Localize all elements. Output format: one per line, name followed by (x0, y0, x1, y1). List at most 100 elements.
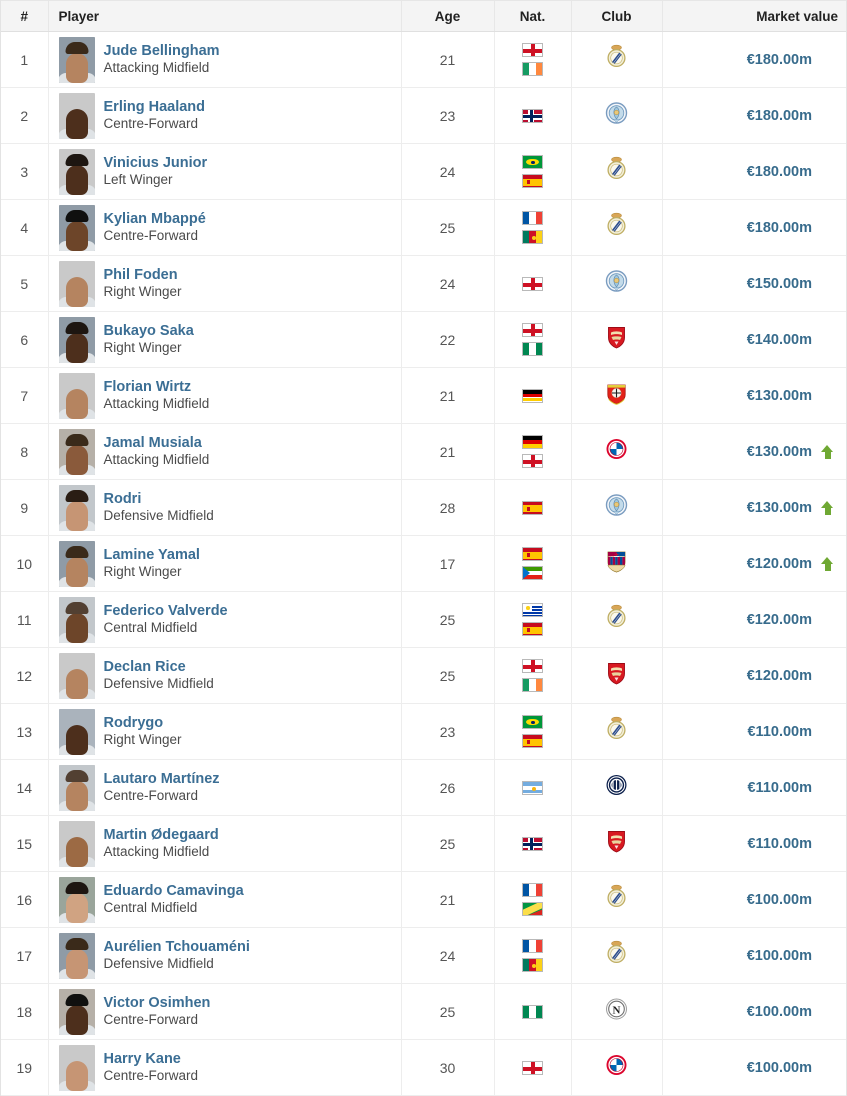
player-name-link[interactable]: Erling Haaland (103, 99, 206, 115)
table-row[interactable]: 19 Harry Kane Centre-Forward 30 €100.00m (1, 1039, 846, 1096)
player-photo[interactable] (58, 484, 95, 531)
cell-club[interactable] (570, 1039, 662, 1096)
table-row[interactable]: 11 Federico Valverde Central Midfield 25 €12… (1, 591, 846, 648)
market-value-text[interactable]: €110.00m (747, 835, 812, 852)
column-header-age[interactable]: Age (400, 0, 494, 32)
market-value-text[interactable]: €110.00m (747, 779, 812, 796)
player-photo[interactable] (58, 820, 95, 867)
player-photo[interactable] (58, 540, 95, 587)
player-name-link[interactable]: Kylian Mbappé (103, 211, 206, 227)
club-crest-napoli-icon[interactable]: N (604, 996, 629, 1022)
player-photo[interactable] (58, 204, 95, 251)
cell-club[interactable] (570, 255, 662, 312)
cell-club[interactable] (570, 199, 662, 256)
cell-club[interactable]: N (570, 983, 662, 1040)
cell-club[interactable] (570, 367, 662, 424)
player-photo[interactable] (58, 36, 95, 83)
player-photo[interactable] (58, 92, 95, 139)
player-photo[interactable] (58, 260, 95, 307)
table-row[interactable]: 12 Declan Rice Defensive Midfield 25 €120.00… (1, 647, 846, 704)
cell-club[interactable] (570, 87, 662, 144)
club-crest-manchester-city-icon[interactable] (604, 492, 629, 518)
player-name-link[interactable]: Rodrygo (103, 715, 164, 731)
player-photo[interactable] (58, 148, 95, 195)
club-crest-bayern-munich-icon[interactable] (604, 1052, 629, 1078)
market-value-text[interactable]: €130.00m (746, 387, 812, 404)
cell-club[interactable] (570, 927, 662, 984)
club-crest-arsenal-icon[interactable] (604, 324, 629, 350)
cell-club[interactable] (570, 143, 662, 200)
market-value-text[interactable]: €100.00m (746, 1003, 812, 1020)
player-photo[interactable] (58, 876, 95, 923)
player-photo[interactable] (58, 316, 95, 363)
market-value-text[interactable]: €120.00m (746, 667, 812, 684)
player-name-link[interactable]: Phil Foden (103, 267, 178, 283)
player-photo[interactable] (58, 652, 95, 699)
table-row[interactable]: 17 Aurélien Tchouaméni Defensive Midfield 2… (1, 927, 846, 984)
player-name-link[interactable]: Martin Ødegaard (103, 827, 219, 843)
column-header-market-value[interactable]: Market value (661, 0, 846, 32)
player-name-link[interactable]: Jude Bellingham (103, 43, 220, 59)
column-header-rank[interactable]: # (1, 0, 48, 32)
player-name-link[interactable]: Aurélien Tchouaméni (103, 939, 250, 955)
table-row[interactable]: 9 Rodri Defensive Midfield 28 €130.00m (1, 479, 846, 536)
player-photo[interactable] (58, 708, 95, 755)
cell-club[interactable] (570, 535, 662, 592)
market-value-text[interactable]: €100.00m (746, 1059, 812, 1076)
player-photo[interactable] (58, 988, 95, 1035)
player-name-link[interactable]: Eduardo Camavinga (103, 883, 244, 899)
player-name-link[interactable]: Rodri (103, 491, 142, 507)
table-row[interactable]: 18 Victor Osimhen Centre-Forward 25 N €100.00… (1, 983, 846, 1040)
club-crest-real-madrid-icon[interactable] (604, 604, 629, 630)
cell-club[interactable] (570, 31, 662, 88)
market-value-text[interactable]: €120.00m (746, 611, 812, 628)
player-name-link[interactable]: Vinicius Junior (103, 155, 208, 171)
market-value-text[interactable]: €130.00m (746, 443, 812, 460)
cell-club[interactable] (570, 311, 662, 368)
club-crest-fc-barcelona-icon[interactable] (604, 548, 629, 574)
table-row[interactable]: 6 Bukayo Saka Right Winger 22 €140.00m (1, 311, 846, 368)
player-photo[interactable] (58, 764, 95, 811)
club-crest-arsenal-icon[interactable] (604, 828, 629, 854)
cell-club[interactable] (570, 759, 662, 816)
cell-club[interactable] (570, 591, 662, 648)
player-name-link[interactable]: Victor Osimhen (103, 995, 211, 1011)
table-row[interactable]: 10 Lamine Yamal Right Winger 17 €120.00m (1, 535, 846, 592)
market-value-text[interactable]: €130.00m (746, 499, 812, 516)
player-name-link[interactable]: Harry Kane (103, 1051, 181, 1067)
player-name-link[interactable]: Lamine Yamal (103, 547, 200, 563)
table-row[interactable]: 8 Jamal Musiala Attacking Midfield 21 €130.0… (1, 423, 846, 480)
club-crest-bayern-munich-icon[interactable] (604, 436, 629, 462)
table-row[interactable]: 15 Martin Ødegaard Attacking Midfield 25 €11… (1, 815, 846, 872)
club-crest-manchester-city-icon[interactable] (604, 268, 629, 294)
player-photo[interactable] (58, 428, 95, 475)
club-crest-inter-milan-icon[interactable] (604, 772, 629, 798)
player-photo[interactable] (58, 1044, 95, 1091)
player-photo[interactable] (58, 372, 95, 419)
table-row[interactable]: 13 Rodrygo Right Winger 23 €110.00m (1, 703, 846, 760)
table-row[interactable]: 4 Kylian Mbappé Centre-Forward 25 €180.00m (1, 199, 846, 256)
club-crest-real-madrid-icon[interactable] (604, 716, 629, 742)
table-row[interactable]: 7 Florian Wirtz Attacking Midfield 21 €130.0… (1, 367, 846, 424)
market-value-text[interactable]: €180.00m (746, 51, 812, 68)
cell-club[interactable] (570, 703, 662, 760)
market-value-text[interactable]: €140.00m (746, 331, 812, 348)
market-value-text[interactable]: €180.00m (746, 163, 812, 180)
cell-club[interactable] (570, 815, 662, 872)
market-value-text[interactable]: €180.00m (746, 107, 812, 124)
club-crest-real-madrid-icon[interactable] (604, 940, 629, 966)
table-row[interactable]: 16 Eduardo Camavinga Central Midfield 21 €10… (1, 871, 846, 928)
club-crest-real-madrid-icon[interactable] (604, 212, 629, 238)
market-value-text[interactable]: €110.00m (747, 723, 812, 740)
table-row[interactable]: 2 Erling Haaland Centre-Forward 23 €180.00m (1, 87, 846, 144)
market-value-text[interactable]: €120.00m (746, 555, 812, 572)
player-name-link[interactable]: Florian Wirtz (103, 379, 192, 395)
table-row[interactable]: 14 Lautaro Martínez Centre-Forward 26 €110.0… (1, 759, 846, 816)
cell-club[interactable] (570, 479, 662, 536)
player-photo[interactable] (58, 932, 95, 979)
player-name-link[interactable]: Declan Rice (103, 659, 186, 675)
column-header-player[interactable]: Player (47, 0, 401, 32)
table-row[interactable]: 5 Phil Foden Right Winger 24 €150.00m (1, 255, 846, 312)
player-name-link[interactable]: Jamal Musiala (103, 435, 202, 451)
club-crest-real-madrid-icon[interactable] (604, 44, 629, 70)
